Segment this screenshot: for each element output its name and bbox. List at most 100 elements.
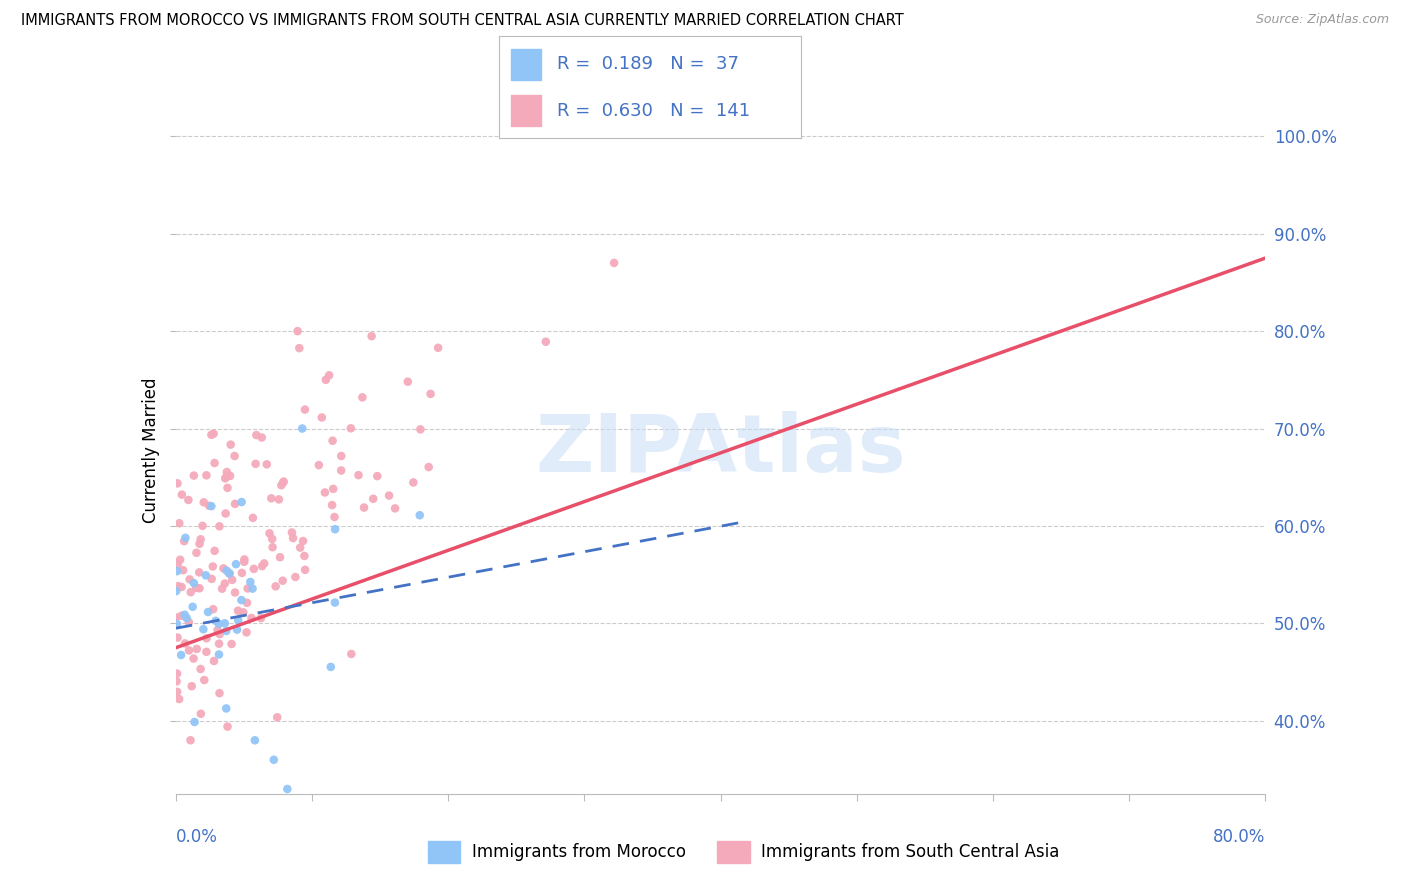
- Point: [208, 686, 231, 700]
- Point: [204, 614, 226, 628]
- Text: ZIPAtlas: ZIPAtlas: [536, 411, 905, 490]
- Point: [173, 607, 195, 622]
- Point: [322, 434, 344, 448]
- Point: [427, 341, 450, 355]
- Point: [245, 457, 267, 471]
- Point: [181, 599, 204, 614]
- Point: [264, 579, 287, 593]
- Point: [256, 458, 278, 472]
- Point: [534, 334, 557, 349]
- Point: [263, 753, 285, 767]
- Point: [166, 558, 188, 572]
- Point: [172, 563, 194, 577]
- Point: [330, 449, 353, 463]
- Point: [259, 526, 281, 541]
- Point: [270, 478, 292, 492]
- Point: [352, 390, 374, 404]
- Point: [340, 647, 363, 661]
- Point: [250, 430, 273, 444]
- Point: [250, 611, 273, 625]
- Point: [194, 568, 217, 582]
- Point: [214, 576, 236, 591]
- Point: [200, 427, 222, 442]
- Point: [288, 341, 311, 355]
- Point: [176, 611, 198, 625]
- Point: [204, 544, 226, 558]
- Point: [260, 491, 283, 506]
- Point: [166, 631, 188, 645]
- Bar: [512, 49, 541, 79]
- Point: [212, 561, 235, 575]
- Point: [188, 566, 211, 580]
- Point: [214, 616, 236, 631]
- Point: [235, 625, 257, 640]
- Point: [294, 563, 316, 577]
- Point: [239, 574, 262, 589]
- Point: [224, 497, 246, 511]
- Point: [191, 519, 214, 533]
- Point: [378, 489, 401, 503]
- Point: [276, 782, 298, 797]
- Point: [208, 648, 231, 662]
- Point: [231, 593, 253, 607]
- Bar: [512, 95, 541, 126]
- Point: [318, 368, 340, 383]
- Point: [323, 522, 346, 536]
- Point: [233, 552, 256, 566]
- Point: [236, 596, 259, 610]
- Point: [347, 468, 370, 483]
- Point: [232, 606, 254, 620]
- Point: [215, 564, 238, 578]
- Point: [418, 460, 440, 475]
- Point: [170, 580, 193, 594]
- Point: [214, 507, 236, 521]
- Point: [321, 498, 343, 512]
- Point: [193, 622, 215, 636]
- Point: [231, 566, 253, 580]
- Point: [201, 559, 224, 574]
- Point: [314, 485, 336, 500]
- Point: [384, 501, 406, 516]
- Point: [245, 428, 267, 442]
- Point: [409, 508, 432, 523]
- Point: [211, 582, 233, 596]
- Point: [419, 387, 441, 401]
- Point: [166, 476, 188, 491]
- Point: [242, 511, 264, 525]
- Text: Source: ZipAtlas.com: Source: ZipAtlas.com: [1256, 13, 1389, 27]
- Point: [219, 437, 242, 451]
- Point: [340, 421, 363, 435]
- Point: [366, 469, 388, 483]
- Point: [226, 613, 249, 627]
- Text: Immigrants from South Central Asia: Immigrants from South Central Asia: [762, 843, 1060, 862]
- Point: [215, 624, 238, 638]
- Point: [174, 531, 197, 545]
- Point: [226, 604, 249, 618]
- Point: [322, 482, 344, 496]
- Point: [195, 645, 218, 659]
- Point: [170, 488, 193, 502]
- Point: [308, 458, 330, 472]
- Point: [215, 470, 238, 484]
- Point: [262, 532, 284, 546]
- Point: [330, 463, 353, 477]
- Point: [226, 623, 249, 637]
- Point: [195, 468, 218, 483]
- Point: [166, 685, 188, 699]
- Point: [269, 550, 291, 565]
- Point: [183, 714, 205, 729]
- Point: [218, 566, 240, 581]
- Point: [179, 573, 201, 587]
- Text: R =  0.189   N =  37: R = 0.189 N = 37: [557, 55, 738, 73]
- Point: [215, 701, 238, 715]
- Point: [204, 456, 226, 470]
- Point: [292, 534, 315, 549]
- Point: [291, 421, 314, 435]
- Point: [221, 637, 243, 651]
- Point: [186, 642, 208, 657]
- Point: [177, 643, 200, 657]
- Point: [202, 654, 225, 668]
- Point: [167, 692, 190, 706]
- Point: [207, 623, 229, 637]
- Point: [165, 610, 187, 624]
